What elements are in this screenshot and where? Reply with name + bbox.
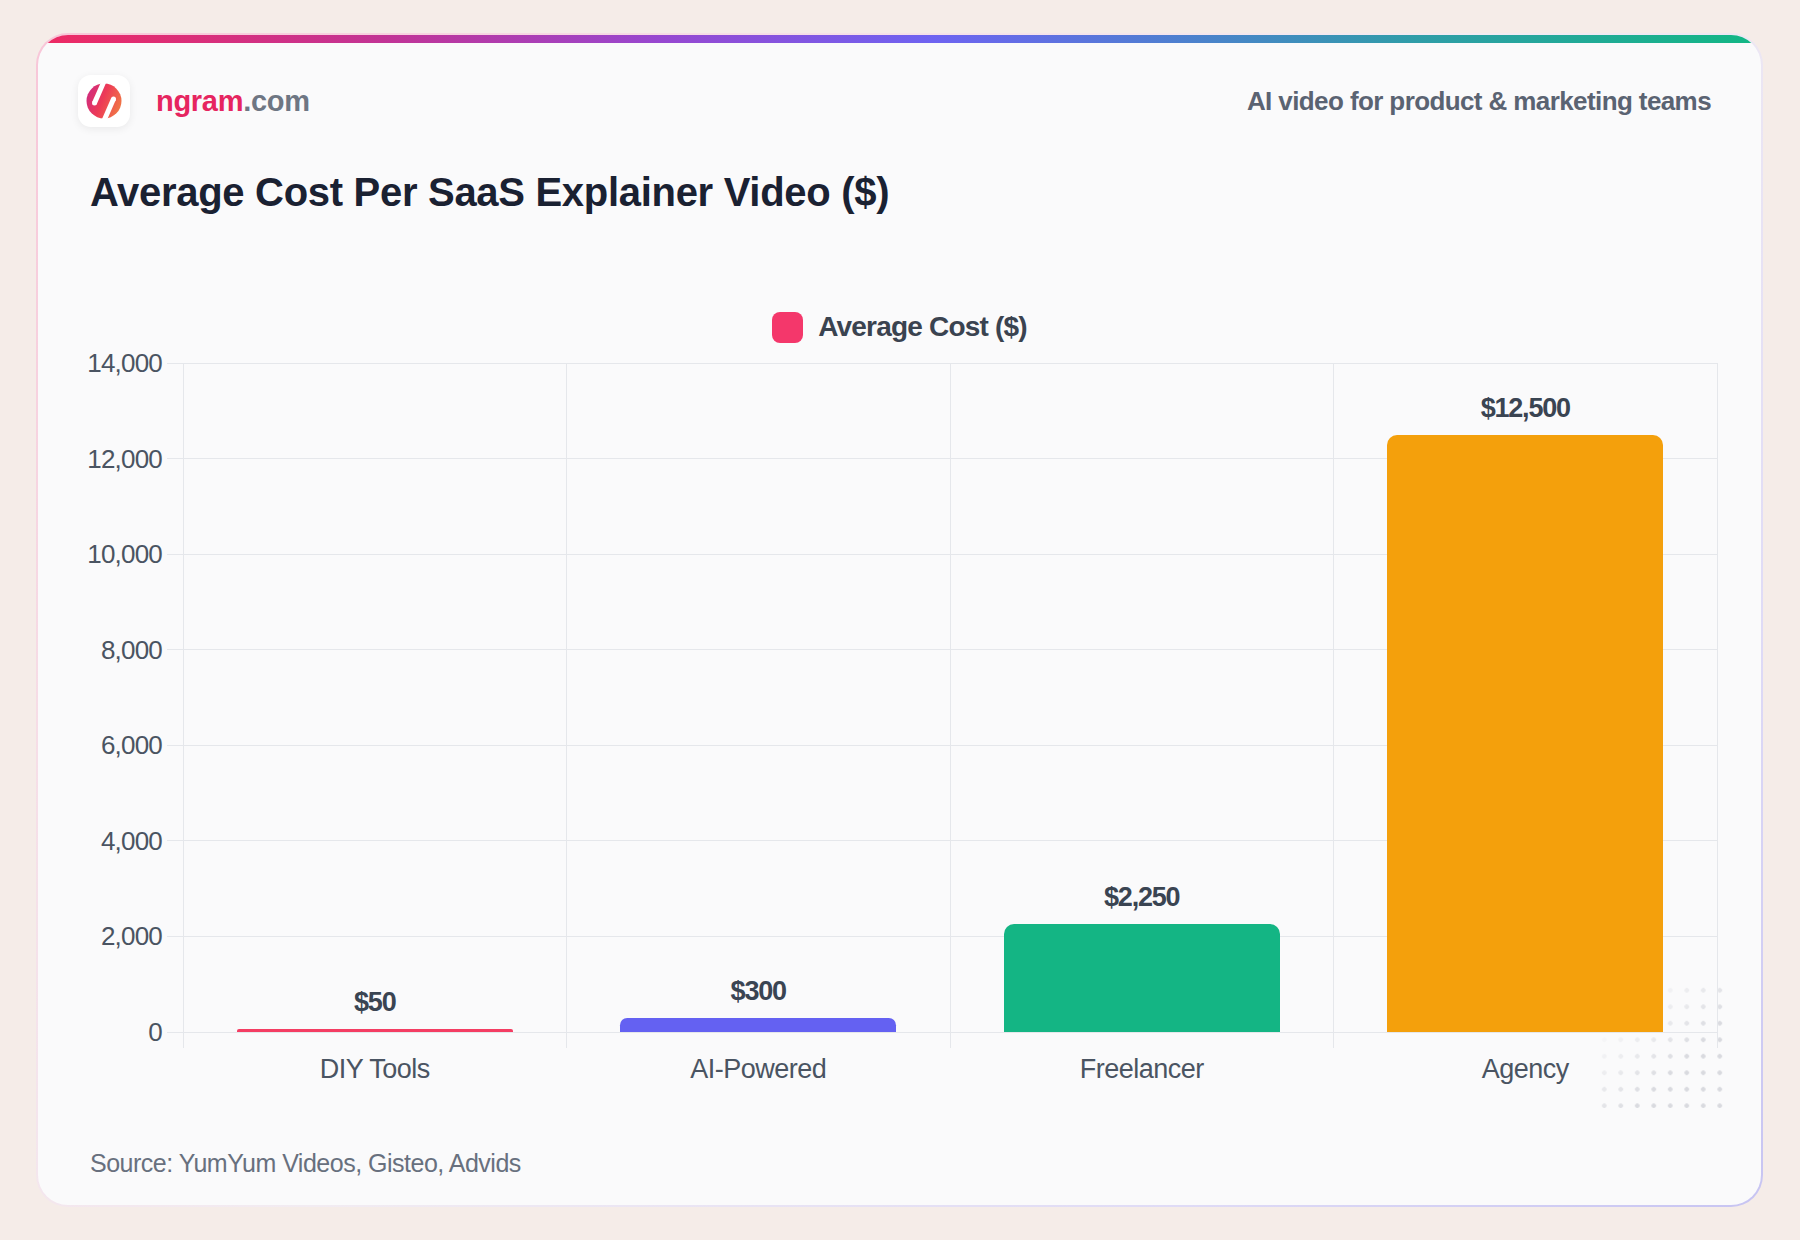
card: ngram.com AI video for product & marketi… (38, 35, 1761, 1205)
y-tick-label: 8,000 (42, 636, 162, 664)
y-tick-label: 14,000 (42, 349, 162, 377)
category-label: AI-Powered (690, 1055, 826, 1083)
y-axis-tick (167, 1032, 183, 1033)
gridline-vertical (1717, 363, 1718, 1032)
card-gradient-border: ngram.com AI video for product & marketi… (36, 33, 1763, 1207)
y-axis-tick (167, 363, 183, 364)
y-tick-label: 2,000 (42, 922, 162, 950)
plot-area: $50 $300 $2,250 $12,500 (183, 363, 1717, 1032)
category-label: Agency (1482, 1055, 1569, 1083)
y-axis-tick (167, 554, 183, 555)
bar-value-label: $300 (731, 977, 786, 1005)
bar-agency (1387, 435, 1663, 1032)
gridline-vertical (1333, 363, 1334, 1032)
y-axis-tick (167, 936, 183, 937)
bar-ai-powered (620, 1018, 896, 1032)
y-axis-tick (167, 649, 183, 650)
y-tick-label: 12,000 (42, 445, 162, 473)
gridline-vertical (183, 363, 184, 1032)
bar-chart: $50 $300 $2,250 $12,500 0 2,000 4,000 6,000 8,0… (38, 35, 1761, 1205)
x-axis-tick (1333, 1032, 1334, 1048)
x-axis-tick (183, 1032, 184, 1048)
y-tick-label: 0 (42, 1018, 162, 1046)
bar-value-label: $2,250 (1104, 883, 1179, 911)
source-note: Source: YumYum Videos, Gisteo, Advids (90, 1149, 521, 1178)
infographic-page: { "brand": { "logo_icon": "ngram-logo-ic… (0, 0, 1800, 1240)
y-tick-label: 4,000 (42, 827, 162, 855)
x-axis-tick (950, 1032, 951, 1048)
x-axis-tick (1717, 1032, 1718, 1048)
y-tick-label: 6,000 (42, 731, 162, 759)
y-axis-tick (167, 458, 183, 459)
y-axis-tick (167, 745, 183, 746)
gridline-vertical (950, 363, 951, 1032)
category-label: Freelancer (1080, 1055, 1204, 1083)
y-axis-tick (167, 840, 183, 841)
bar-diy-tools (237, 1029, 513, 1032)
category-label: DIY Tools (320, 1055, 430, 1083)
x-axis-tick (566, 1032, 567, 1048)
bar-value-label: $50 (354, 988, 395, 1016)
y-tick-label: 10,000 (42, 540, 162, 568)
bar-value-label: $12,500 (1481, 394, 1570, 422)
gridline-vertical (566, 363, 567, 1032)
bar-freelancer (1004, 924, 1280, 1032)
